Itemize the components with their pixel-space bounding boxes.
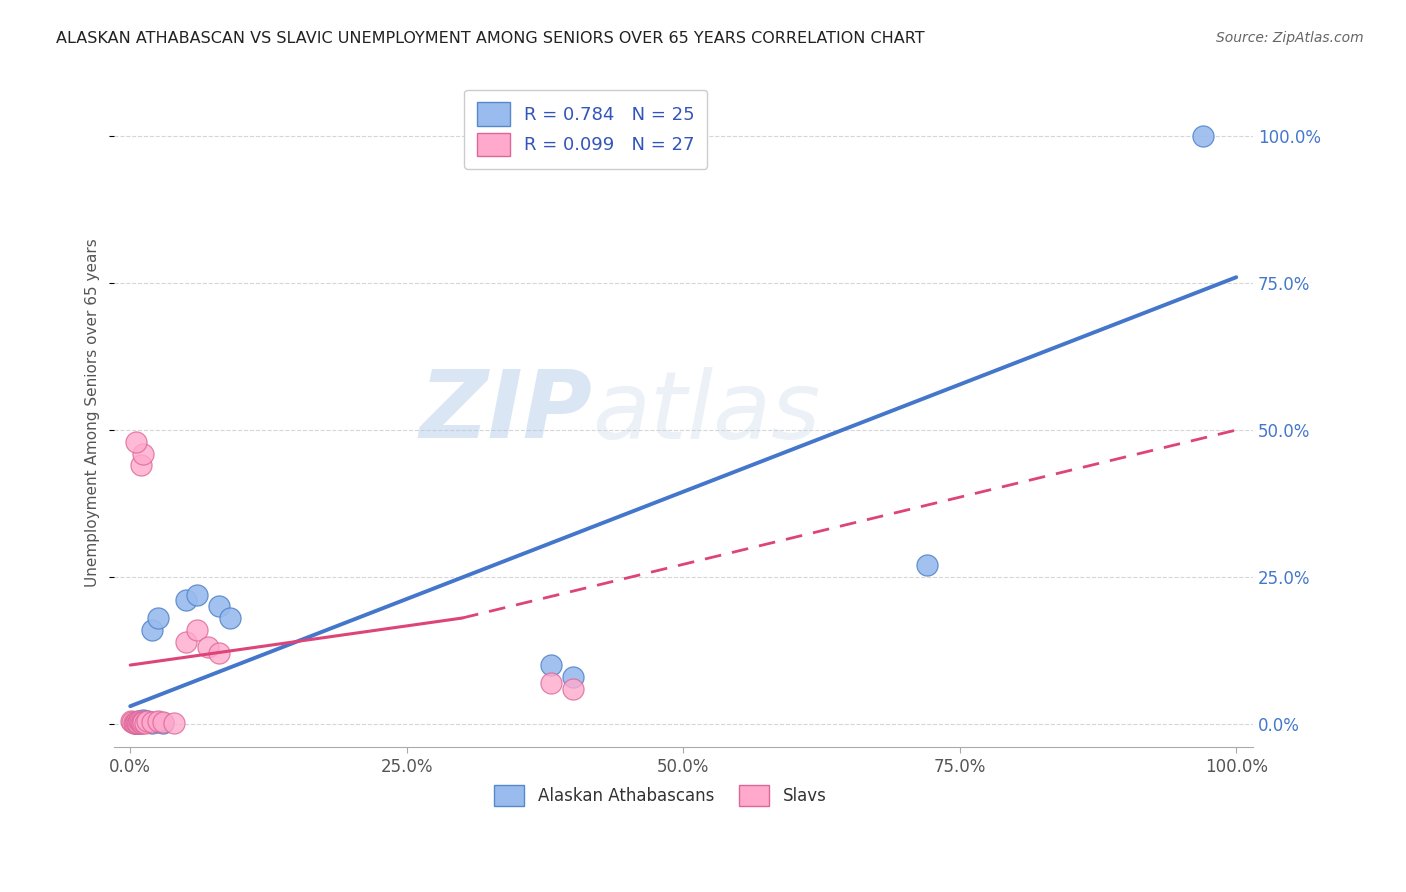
Point xyxy=(197,640,219,655)
Point xyxy=(540,675,562,690)
Point xyxy=(128,714,150,729)
Point xyxy=(124,716,146,731)
Point xyxy=(129,715,152,730)
Legend: Alaskan Athabascans, Slavs: Alaskan Athabascans, Slavs xyxy=(488,778,834,813)
Point xyxy=(561,681,583,696)
Point xyxy=(120,714,142,728)
Point xyxy=(127,715,149,730)
Point xyxy=(186,623,208,637)
Point xyxy=(132,714,155,729)
Point xyxy=(125,715,148,730)
Point xyxy=(141,715,163,730)
Point xyxy=(141,623,163,637)
Point xyxy=(218,611,240,625)
Point xyxy=(1192,129,1215,144)
Point xyxy=(124,715,146,730)
Point xyxy=(125,434,148,449)
Point xyxy=(129,715,152,730)
Point xyxy=(125,716,148,731)
Point xyxy=(121,714,143,729)
Point xyxy=(540,658,562,673)
Point xyxy=(132,714,155,728)
Text: ALASKAN ATHABASCAN VS SLAVIC UNEMPLOYMENT AMONG SENIORS OVER 65 YEARS CORRELATIO: ALASKAN ATHABASCAN VS SLAVIC UNEMPLOYMEN… xyxy=(56,31,925,46)
Point xyxy=(139,714,162,729)
Point xyxy=(146,714,169,728)
Point xyxy=(174,634,197,648)
Point xyxy=(122,715,145,730)
Point xyxy=(129,714,152,729)
Point xyxy=(163,715,186,730)
Point xyxy=(129,714,152,729)
Point xyxy=(135,714,157,729)
Point xyxy=(131,714,153,729)
Point xyxy=(208,646,231,660)
Point xyxy=(208,599,231,614)
Text: atlas: atlas xyxy=(592,367,820,458)
Y-axis label: Unemployment Among Seniors over 65 years: Unemployment Among Seniors over 65 years xyxy=(86,238,100,587)
Point xyxy=(174,593,197,607)
Point xyxy=(125,716,148,731)
Point xyxy=(122,714,145,729)
Point xyxy=(146,714,169,729)
Point xyxy=(152,714,174,729)
Point xyxy=(141,714,163,729)
Point xyxy=(135,714,157,728)
Point xyxy=(146,611,169,625)
Point xyxy=(131,716,153,731)
Text: Source: ZipAtlas.com: Source: ZipAtlas.com xyxy=(1216,31,1364,45)
Text: ZIP: ZIP xyxy=(419,367,592,458)
Point xyxy=(132,446,155,460)
Point xyxy=(129,458,152,473)
Point xyxy=(186,588,208,602)
Point xyxy=(915,558,938,573)
Point xyxy=(134,715,156,730)
Point xyxy=(127,714,149,728)
Point xyxy=(128,714,150,729)
Point xyxy=(561,670,583,684)
Point xyxy=(125,714,148,729)
Point xyxy=(152,715,174,730)
